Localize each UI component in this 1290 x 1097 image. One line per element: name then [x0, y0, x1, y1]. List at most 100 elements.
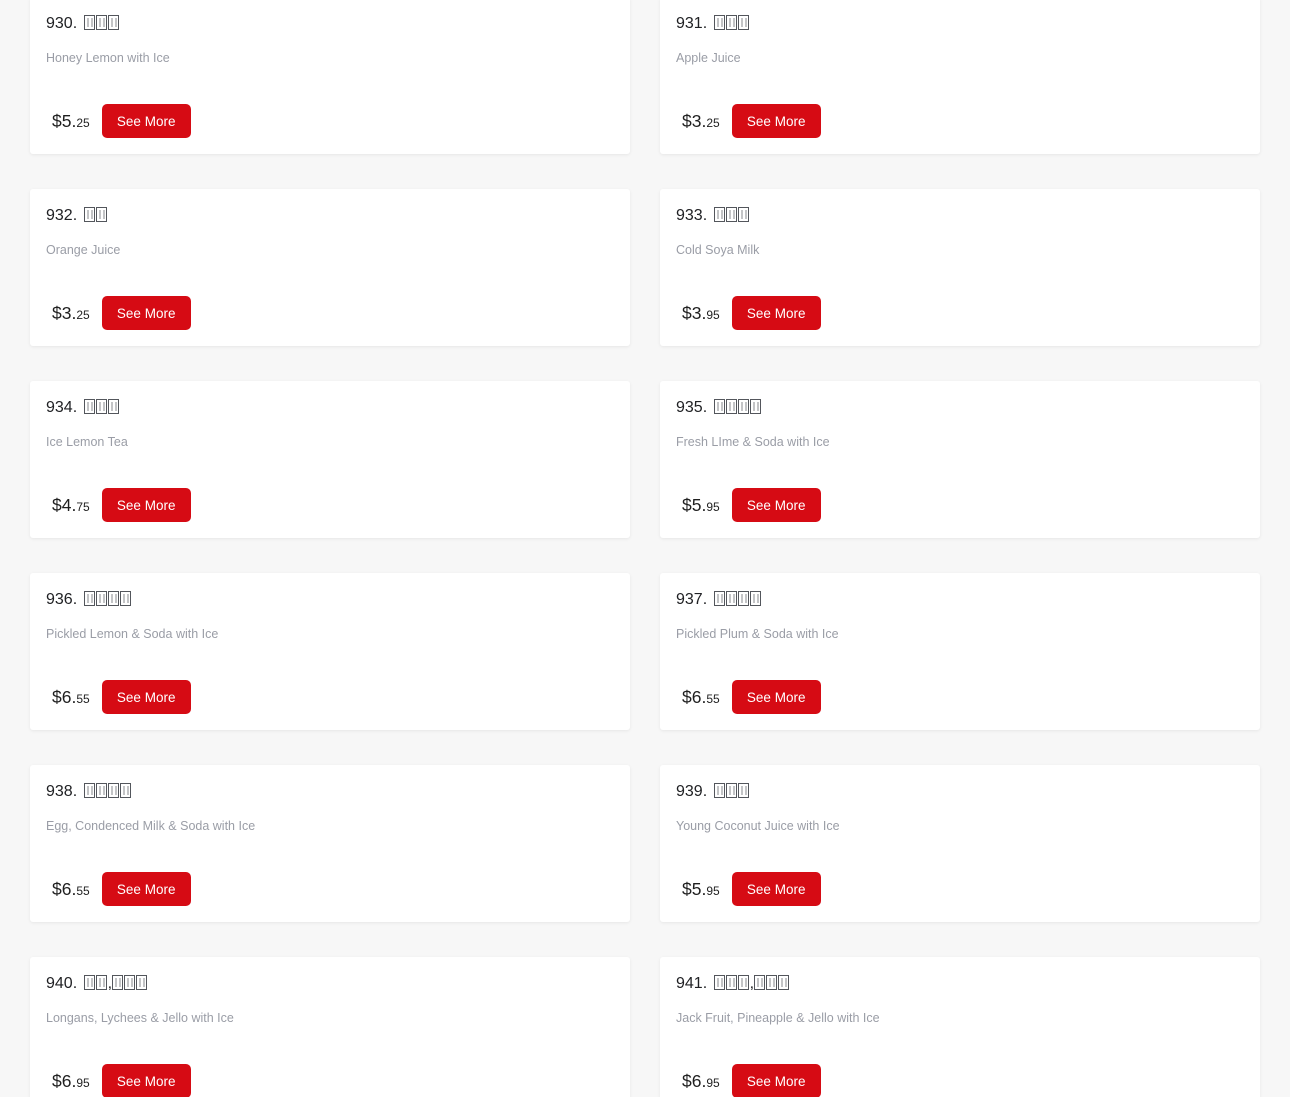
item-description: Orange Juice — [46, 243, 121, 257]
missing-cjk-glyph-icon — [83, 591, 95, 606]
item-number: 941. — [676, 975, 708, 992]
menu-item-card: 932. Orange Juice $3.25 See More — [30, 189, 630, 346]
item-number: 940. — [46, 975, 78, 992]
see-more-button[interactable]: See More — [101, 680, 191, 714]
price-dollars: $6. — [682, 1070, 707, 1091]
see-more-button[interactable]: See More — [731, 296, 821, 330]
see-more-button[interactable]: See More — [731, 872, 821, 906]
item-name-cjk-tofu-group: , — [713, 975, 790, 992]
price-cents: 55 — [706, 691, 720, 706]
missing-cjk-glyph-icon — [95, 783, 107, 798]
item-price: $6.95 — [682, 1071, 720, 1092]
missing-cjk-glyph-icon — [112, 975, 124, 990]
item-number: 938. — [46, 783, 78, 800]
item-price: $3.25 — [682, 111, 720, 132]
item-description: Pickled Lemon & Soda with Ice — [46, 627, 219, 641]
missing-cjk-glyph-icon — [754, 975, 766, 990]
see-more-button[interactable]: See More — [101, 296, 191, 330]
menu-item-card: 941. , Jack Fruit, Pineapple & Jello wit… — [660, 957, 1260, 1097]
menu-item-card: 931. Apple Juice $3.25 See More — [660, 0, 1260, 154]
item-description: Young Coconut Juice with Ice — [676, 819, 840, 833]
missing-cjk-glyph-icon — [95, 591, 107, 606]
price-cents: 25 — [76, 307, 90, 322]
missing-cjk-glyph-icon — [778, 975, 790, 990]
item-title: 932. — [46, 206, 614, 225]
menu-grid: 930. Honey Lemon with Ice $5.25 See More… — [30, 0, 1260, 1097]
price-dollars: $4. — [52, 494, 77, 515]
missing-cjk-glyph-icon — [95, 15, 107, 30]
missing-cjk-glyph-icon — [737, 15, 749, 30]
item-title: 939. — [676, 782, 1244, 801]
missing-cjk-glyph-icon — [737, 591, 749, 606]
item-title: 930. — [46, 14, 614, 33]
item-price: $3.95 — [682, 303, 720, 324]
missing-cjk-glyph-icon — [107, 591, 119, 606]
menu-item-card: 936. Pickled Lemon & Soda with Ice $6.55… — [30, 573, 630, 730]
menu-item-card: 937. Pickled Plum & Soda with Ice $6.55 … — [660, 573, 1260, 730]
missing-cjk-glyph-icon — [83, 975, 95, 990]
item-number: 934. — [46, 399, 78, 416]
price-dollars: $3. — [52, 302, 77, 323]
missing-cjk-glyph-icon — [95, 207, 107, 222]
item-price: $5.25 — [52, 111, 90, 132]
missing-cjk-glyph-icon — [737, 399, 749, 414]
missing-cjk-glyph-icon — [725, 975, 737, 990]
missing-cjk-glyph-icon — [107, 783, 119, 798]
item-name-cjk-tofu-group — [83, 591, 132, 608]
see-more-button[interactable]: See More — [731, 488, 821, 522]
item-title: 931. — [676, 14, 1244, 33]
item-description: Pickled Plum & Soda with Ice — [676, 627, 839, 641]
item-name-cjk-tofu-group — [713, 15, 750, 32]
item-number: 939. — [676, 783, 708, 800]
missing-cjk-glyph-icon — [737, 975, 749, 990]
missing-cjk-glyph-icon — [725, 399, 737, 414]
missing-cjk-glyph-icon — [95, 975, 107, 990]
item-price: $3.25 — [52, 303, 90, 324]
item-number: 936. — [46, 591, 78, 608]
menu-item-card: 934. Ice Lemon Tea $4.75 See More — [30, 381, 630, 538]
missing-cjk-glyph-icon — [749, 591, 761, 606]
price-row: $5.25 See More — [46, 104, 614, 138]
item-description: Apple Juice — [676, 51, 741, 65]
menu-item-card: 939. Young Coconut Juice with Ice $5.95 … — [660, 765, 1260, 922]
see-more-button[interactable]: See More — [731, 1064, 821, 1097]
price-row: $6.95 See More — [46, 1064, 614, 1097]
see-more-button[interactable]: See More — [101, 488, 191, 522]
price-row: $5.95 See More — [676, 872, 1244, 906]
item-title: 940. , — [46, 974, 614, 993]
item-price: $6.55 — [52, 879, 90, 900]
item-title: 938. — [46, 782, 614, 801]
missing-cjk-glyph-icon — [107, 399, 119, 414]
missing-cjk-glyph-icon — [83, 15, 95, 30]
missing-cjk-glyph-icon — [83, 783, 95, 798]
missing-cjk-glyph-icon — [119, 591, 131, 606]
item-name-cjk-tofu-group — [83, 783, 132, 800]
see-more-button[interactable]: See More — [101, 104, 191, 138]
missing-cjk-glyph-icon — [124, 975, 136, 990]
item-description: Fresh LIme & Soda with Ice — [676, 435, 830, 449]
price-dollars: $6. — [682, 686, 707, 707]
item-title: 935. — [676, 398, 1244, 417]
menu-item-card: 935. Fresh LIme & Soda with Ice $5.95 Se… — [660, 381, 1260, 538]
price-dollars: $5. — [682, 878, 707, 899]
item-price: $5.95 — [682, 495, 720, 516]
item-description: Jack Fruit, Pineapple & Jello with Ice — [676, 1011, 880, 1025]
price-row: $6.55 See More — [676, 680, 1244, 714]
price-row: $5.95 See More — [676, 488, 1244, 522]
item-number: 930. — [46, 15, 78, 32]
missing-cjk-glyph-icon — [725, 783, 737, 798]
missing-cjk-glyph-icon — [107, 15, 119, 30]
missing-cjk-glyph-icon — [83, 207, 95, 222]
item-description: Egg, Condenced Milk & Soda with Ice — [46, 819, 256, 833]
item-name-cjk-tofu-group — [713, 399, 762, 416]
see-more-button[interactable]: See More — [731, 104, 821, 138]
see-more-button[interactable]: See More — [731, 680, 821, 714]
price-cents: 55 — [76, 691, 90, 706]
missing-cjk-glyph-icon — [713, 399, 725, 414]
missing-cjk-glyph-icon — [737, 207, 749, 222]
see-more-button[interactable]: See More — [101, 872, 191, 906]
price-row: $3.95 See More — [676, 296, 1244, 330]
item-price: $6.55 — [682, 687, 720, 708]
see-more-button[interactable]: See More — [101, 1064, 191, 1097]
price-dollars: $6. — [52, 878, 77, 899]
